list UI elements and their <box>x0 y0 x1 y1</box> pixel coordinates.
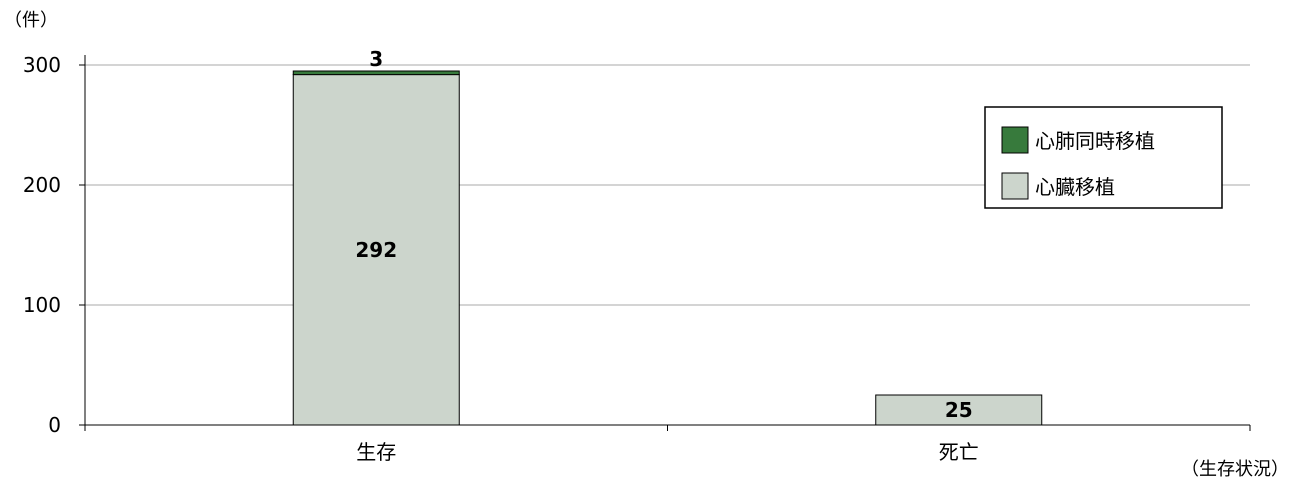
bars <box>292 70 1043 426</box>
x-category-label: 生存 <box>356 440 396 464</box>
bar-segment <box>875 394 1043 426</box>
bar-segment <box>292 70 460 76</box>
y-unit-label: （件） <box>4 10 58 31</box>
y-tick-label: 200 <box>23 173 61 197</box>
data-label: 25 <box>945 398 973 422</box>
legend-swatch <box>1001 172 1029 200</box>
legend-swatch <box>1001 126 1029 154</box>
bar-segment <box>292 74 460 426</box>
legend-label: 心肺同時移植 <box>1035 129 1155 153</box>
data-label: 3 <box>369 47 383 71</box>
data-label: 292 <box>355 238 397 262</box>
axes: 0 100 200 300 生存 死亡 <box>23 53 1251 464</box>
data-labels: 292 3 25 <box>355 47 972 422</box>
x-category-label: 死亡 <box>939 440 979 464</box>
x-unit-label: （生存状況） <box>1181 459 1289 480</box>
y-tick-label: 100 <box>23 293 61 317</box>
y-tick-label: 300 <box>23 53 61 77</box>
y-tick-label: 0 <box>48 413 61 437</box>
legend-label: 心臓移植 <box>1035 175 1115 199</box>
